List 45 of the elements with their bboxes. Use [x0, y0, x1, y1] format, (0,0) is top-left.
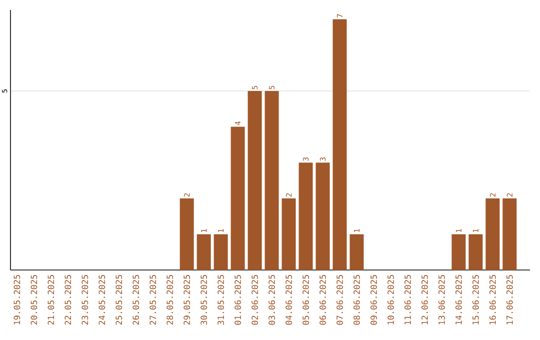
- bar: [452, 234, 466, 270]
- x-tick-label: 07.06.2025: [336, 275, 343, 325]
- x-tick-label: 16.06.2025: [489, 275, 496, 324]
- x-tick-label: 05.06.2025: [302, 275, 309, 325]
- bar: [180, 198, 194, 270]
- x-tick-label: 02.06.2025: [252, 275, 258, 325]
- x-tick-label: 06.06.2025: [320, 275, 326, 325]
- x-tick-label: 27.05.2025: [150, 275, 156, 325]
- x-tick-label: 11.06.2025: [404, 275, 411, 324]
- x-tick-label: 14.06.2025: [455, 275, 462, 324]
- x-tick-label: 31.05.2025: [218, 275, 224, 325]
- x-tick-label: 10.06.2025: [388, 275, 394, 324]
- bar: [502, 198, 517, 270]
- x-tick-label: 09.06.2025: [370, 275, 377, 325]
- bar: [316, 162, 330, 270]
- x-tick-label: 01.06.2025: [234, 275, 242, 325]
- x-tick-label: 15.06.2025: [472, 275, 479, 324]
- x-tick-label: 25.05.2025: [116, 275, 122, 325]
- bar: [248, 90, 262, 270]
- x-tick-label: 12.06.2025: [421, 275, 428, 324]
- x-tick-label: 21.05.2025: [48, 275, 54, 325]
- x-tick-label: 30.05.2025: [200, 275, 208, 325]
- bar: [332, 19, 347, 270]
- x-tick-label: 26.05.2025: [132, 275, 140, 325]
- x-tick-label: 23.05.2025: [82, 275, 88, 325]
- bar: [264, 90, 279, 270]
- x-tick-label: 08.06.2025: [354, 275, 360, 325]
- x-tick-label: 22.05.2025: [64, 275, 72, 325]
- x-tick-label: 04.06.2025: [286, 275, 292, 325]
- bar: [350, 234, 364, 270]
- bar: [196, 234, 211, 270]
- bar: [230, 126, 245, 270]
- x-tick-label: 29.05.2025: [184, 275, 190, 325]
- x-tick-label: 13.06.2025: [438, 275, 445, 324]
- x-tick-label: 28.05.2025: [166, 275, 174, 325]
- x-tick-label: 19.05.2025: [14, 275, 20, 324]
- x-tick-label: 17.06.2025: [506, 275, 513, 324]
- bar: [282, 198, 296, 270]
- bar: [214, 234, 228, 270]
- x-tick-label: 03.06.2025: [268, 275, 275, 325]
- x-tick-label: 20.05.2025: [30, 275, 38, 325]
- x-tick-label: 24.05.2025: [98, 275, 106, 325]
- bar: [468, 234, 483, 270]
- bar: [298, 162, 313, 270]
- bar: [486, 198, 500, 270]
